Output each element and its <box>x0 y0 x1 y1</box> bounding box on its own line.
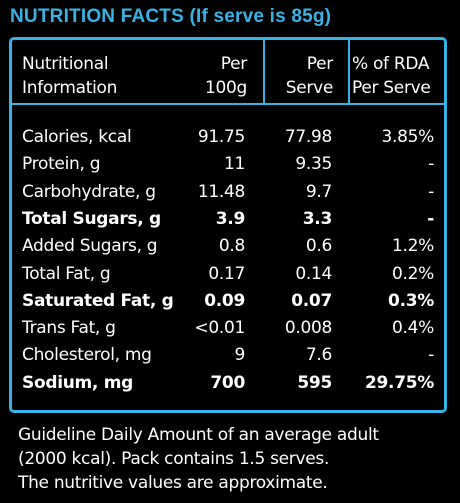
rda-value: 3.85% <box>381 127 434 147</box>
table-row: Cholesterol, mg 9 7.6 - <box>12 342 444 369</box>
column-divider <box>263 40 265 105</box>
nutrient-label: Calories, kcal <box>22 127 132 147</box>
rda-value: - <box>428 154 434 175</box>
per-serve-value: 595 <box>297 372 332 393</box>
table-row: Sodium, mg 700 595 29.75% <box>12 370 444 397</box>
per-100g-value: 0.8 <box>218 236 245 257</box>
per-serve-value: 9.35 <box>295 154 332 175</box>
per-serve-value: 0.14 <box>295 263 332 284</box>
rda-value: - <box>428 345 434 366</box>
table-row: Trans Fat, g <0.01 0.008 0.4% <box>12 315 444 342</box>
nutrition-title: NUTRITION FACTS (If serve is 85g) <box>10 6 332 27</box>
nutrient-label: Saturated Fat, g <box>22 290 174 311</box>
rda-value: 1.2% <box>392 236 434 257</box>
per-100g-value: 700 <box>210 372 245 393</box>
per-serve-value: 0.008 <box>284 318 332 339</box>
rda-value: 29.75% <box>364 372 434 393</box>
table-row: Added Sugars, g 0.8 0.6 1.2% <box>12 233 444 260</box>
header-per-100g: Per 100g <box>204 54 247 98</box>
per-100g-value: 11 <box>223 154 245 175</box>
header-divider <box>12 103 444 105</box>
rda-value: 0.3% <box>388 290 434 311</box>
per-100g-value: 3.9 <box>215 208 246 229</box>
nutrition-table: Nutritional Information Per 100g Per Ser… <box>9 37 447 413</box>
per-serve-value: 0.6 <box>305 236 332 257</box>
rda-value: 0.4% <box>392 318 434 339</box>
per-serve-value: 7.6 <box>305 345 332 366</box>
footnote: Guideline Daily Amount of an average adu… <box>18 423 379 495</box>
rda-value: - <box>427 208 434 229</box>
per-100g-value: 0.17 <box>208 263 245 284</box>
rda-value: 0.2% <box>392 263 434 284</box>
per-100g-value: 9 <box>234 345 245 366</box>
footnote-line: The nutritive values are approximate. <box>18 473 328 493</box>
nutrient-label: Added Sugars, g <box>22 236 158 257</box>
table-row: Calories, kcal 91.75 77.98 3.85% <box>12 124 444 151</box>
footnote-line: (2000 kcal). Pack contains 1.5 serves. <box>18 449 330 469</box>
nutrient-label: Trans Fat, g <box>22 318 116 339</box>
per-100g-value: 0.09 <box>204 290 245 311</box>
nutrient-label: Total Fat, g <box>22 263 111 284</box>
column-divider <box>348 40 350 105</box>
per-serve-value: 3.3 <box>302 208 333 229</box>
header-rda-per-serve: % of RDA Per Serve <box>352 54 431 98</box>
table-row: Carbohydrate, g 11.48 9.7 - <box>12 179 444 206</box>
nutrient-label: Carbohydrate, g <box>22 181 156 202</box>
footnote-line: Guideline Daily Amount of an average adu… <box>18 425 379 445</box>
nutrient-label: Cholesterol, mg <box>22 345 152 366</box>
table-row: Total Fat, g 0.17 0.14 0.2% <box>12 261 444 288</box>
nutrient-label: Total Sugars, g <box>22 208 161 229</box>
per-serve-value: 0.07 <box>291 290 332 311</box>
table-row: Saturated Fat, g 0.09 0.07 0.3% <box>12 288 444 315</box>
nutrient-label: Sodium, mg <box>22 372 133 393</box>
per-serve-value: 9.7 <box>305 181 332 202</box>
nutrient-label: Protein, g <box>22 154 101 175</box>
table-row: Protein, g 11 9.35 - <box>12 151 444 178</box>
per-100g-value: 91.75 <box>197 127 245 147</box>
header-per-serve: Per Serve <box>285 54 334 98</box>
per-100g-value: 11.48 <box>197 181 245 202</box>
rda-value: - <box>428 181 434 202</box>
header-nutritional-information: Nutritional Information <box>22 54 118 98</box>
per-serve-value: 77.98 <box>284 127 332 147</box>
table-row: Total Sugars, g 3.9 3.3 - <box>12 206 444 233</box>
per-100g-value: <0.01 <box>194 318 245 339</box>
